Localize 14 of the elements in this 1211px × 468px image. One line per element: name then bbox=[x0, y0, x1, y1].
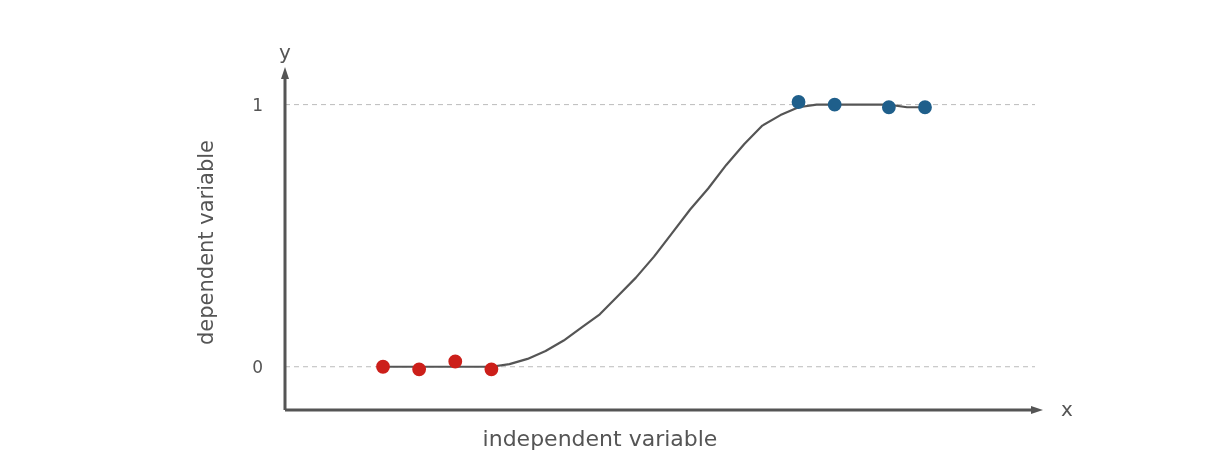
point bbox=[791, 95, 806, 109]
y-axis-title: dependent variable bbox=[194, 140, 218, 345]
point bbox=[484, 362, 499, 377]
y-tick-label: 1 bbox=[252, 94, 263, 115]
y-tick-label: 0 bbox=[252, 356, 263, 377]
point bbox=[827, 97, 842, 112]
point bbox=[412, 362, 427, 377]
point bbox=[918, 100, 932, 115]
text: x bbox=[1061, 397, 1073, 421]
point bbox=[881, 100, 896, 115]
point bbox=[448, 354, 463, 369]
text: y bbox=[279, 40, 292, 64]
point bbox=[376, 359, 390, 374]
x-axis-title: independent variable bbox=[482, 426, 718, 451]
